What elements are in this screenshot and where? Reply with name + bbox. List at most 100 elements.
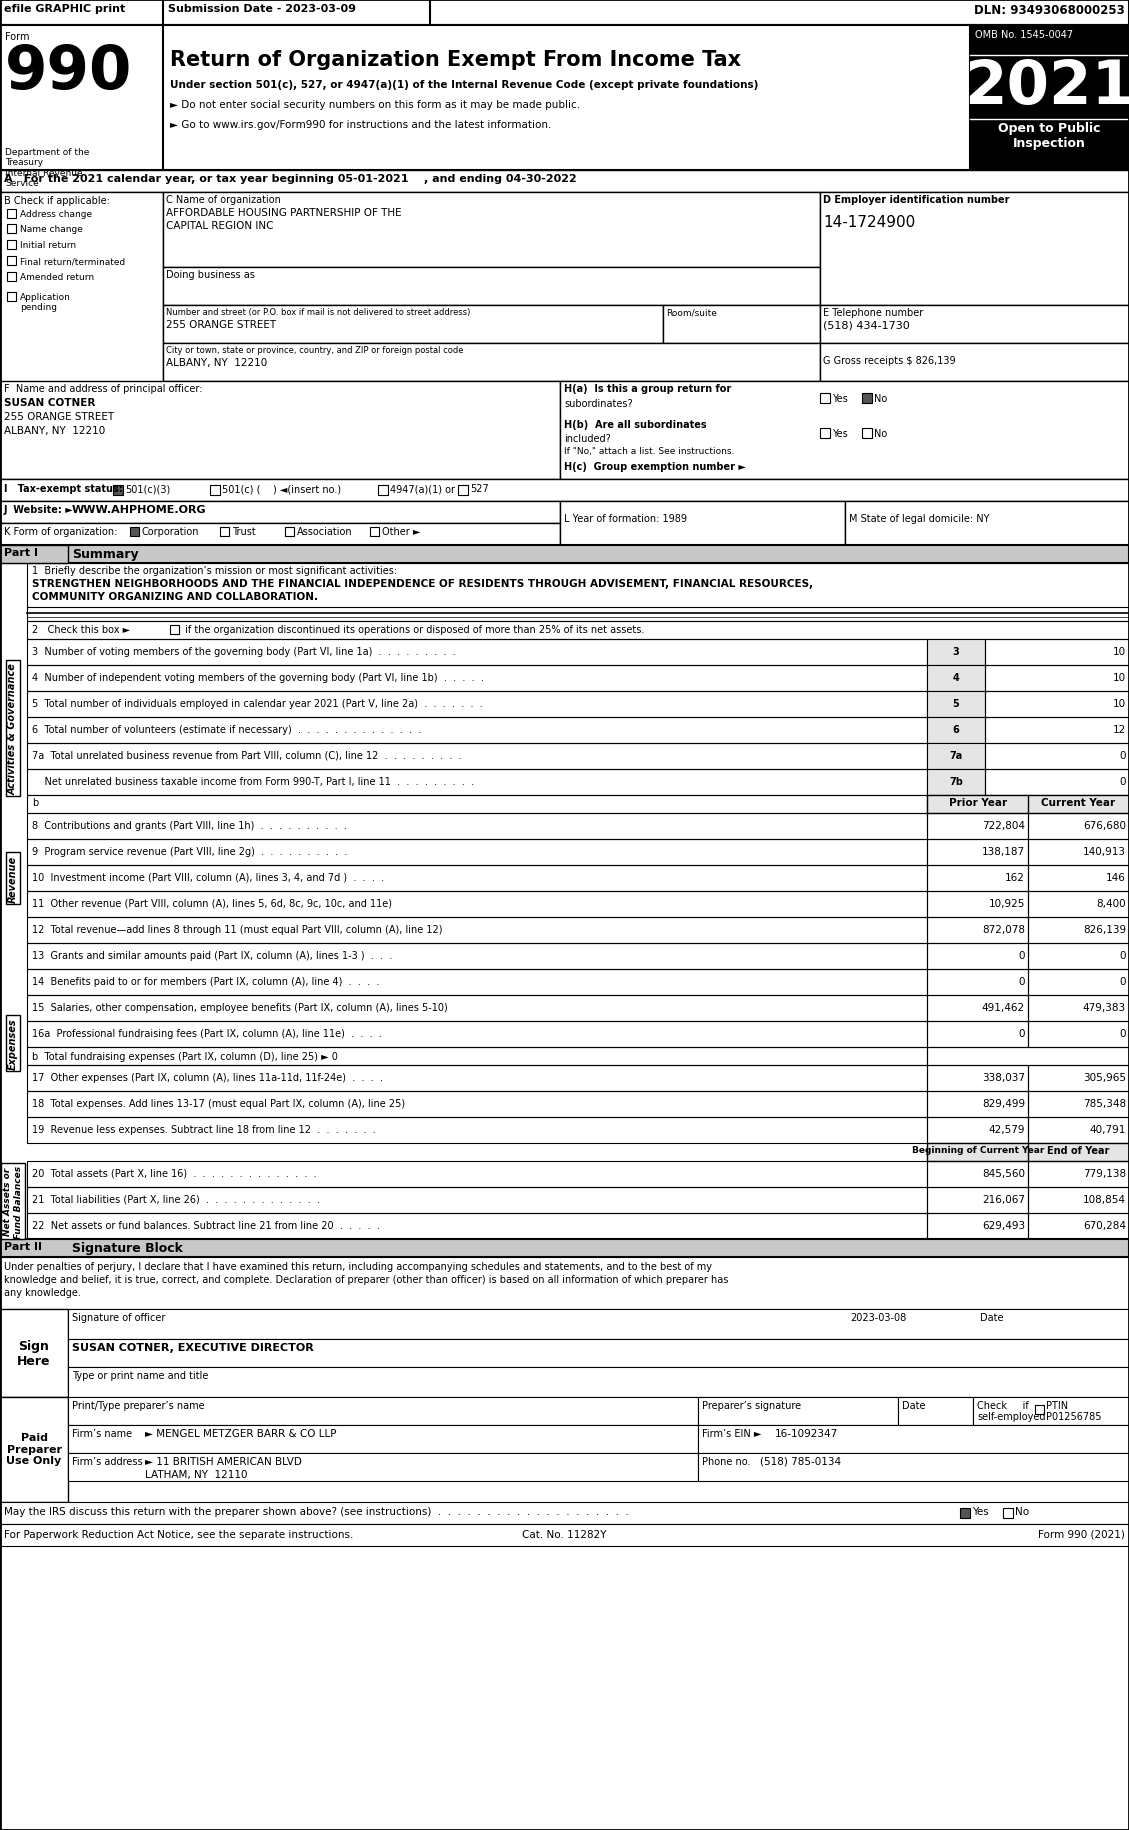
Bar xyxy=(1029,814,1129,840)
Text: 216,067: 216,067 xyxy=(982,1195,1025,1204)
Text: included?: included? xyxy=(564,434,611,443)
Bar xyxy=(927,1213,1029,1239)
Bar xyxy=(0,382,560,479)
Text: K Form of organization:: K Form of organization: xyxy=(5,527,117,536)
Bar xyxy=(927,944,1029,970)
Text: b  Total fundraising expenses (Part IX, column (D), line 25) ► 0: b Total fundraising expenses (Part IX, c… xyxy=(32,1052,338,1061)
Text: (518) 785-0134: (518) 785-0134 xyxy=(760,1457,841,1466)
Text: 670,284: 670,284 xyxy=(1083,1221,1126,1230)
Text: A For the 2021 calendar year, or tax year beginning 05-01-2021    , and ending 0: A For the 2021 calendar year, or tax yea… xyxy=(5,174,577,183)
Bar xyxy=(68,1308,1129,1340)
Text: Under section 501(c), 527, or 4947(a)(1) of the Internal Revenue Code (except pr: Under section 501(c), 527, or 4947(a)(1)… xyxy=(170,81,759,90)
Text: 629,493: 629,493 xyxy=(982,1221,1025,1230)
Bar xyxy=(984,666,1129,692)
Text: 0: 0 xyxy=(1120,1028,1126,1038)
Text: 0: 0 xyxy=(1120,776,1126,787)
Bar xyxy=(0,170,1129,192)
Text: 7a  Total unrelated business revenue from Part VIII, column (C), line 12  .  .  : 7a Total unrelated business revenue from… xyxy=(32,750,462,761)
Text: 140,913: 140,913 xyxy=(1083,847,1126,856)
Bar xyxy=(1029,1213,1129,1239)
Bar xyxy=(1003,1508,1013,1519)
Text: 5: 5 xyxy=(953,699,960,708)
Bar xyxy=(927,970,1029,996)
Bar xyxy=(7,225,16,234)
Text: Number and street (or P.O. box if mail is not delivered to street address): Number and street (or P.O. box if mail i… xyxy=(166,307,471,317)
Text: May the IRS discuss this return with the preparer shown above? (see instructions: May the IRS discuss this return with the… xyxy=(5,1506,629,1517)
Bar xyxy=(68,1340,1129,1367)
Bar xyxy=(27,796,927,814)
Text: SUSAN COTNER, EXECUTIVE DIRECTOR: SUSAN COTNER, EXECUTIVE DIRECTOR xyxy=(72,1341,314,1352)
Bar xyxy=(27,917,927,944)
Text: Department of the
Treasury
Internal Revenue
Service: Department of the Treasury Internal Reve… xyxy=(5,148,89,188)
Bar xyxy=(927,1065,1029,1091)
Text: 14-1724900: 14-1724900 xyxy=(823,214,916,231)
Text: (518) 434-1730: (518) 434-1730 xyxy=(823,320,910,329)
Bar xyxy=(163,306,663,344)
Text: C Name of organization: C Name of organization xyxy=(166,194,281,205)
Text: Part I: Part I xyxy=(5,547,38,558)
Bar xyxy=(1029,996,1129,1021)
Bar xyxy=(0,479,1129,501)
Bar xyxy=(0,1524,1129,1546)
Text: Prior Year: Prior Year xyxy=(949,798,1007,807)
Bar xyxy=(1029,1188,1129,1213)
Bar xyxy=(130,527,139,536)
Bar xyxy=(1035,1405,1044,1415)
Bar xyxy=(984,640,1129,666)
Text: 22  Net assets or fund balances. Subtract line 21 from line 20  .  .  .  .  .: 22 Net assets or fund balances. Subtract… xyxy=(32,1221,379,1230)
Text: 255 ORANGE STREET: 255 ORANGE STREET xyxy=(166,320,277,329)
Bar xyxy=(927,1188,1029,1213)
Text: Trust: Trust xyxy=(231,527,256,536)
Bar xyxy=(927,666,984,692)
Text: Phone no.: Phone no. xyxy=(702,1457,751,1466)
Text: 108,854: 108,854 xyxy=(1083,1195,1126,1204)
Bar xyxy=(68,1453,698,1480)
Bar xyxy=(27,717,927,743)
Text: B Check if applicable:: B Check if applicable: xyxy=(5,196,110,207)
Text: 162: 162 xyxy=(1005,873,1025,882)
Bar xyxy=(960,1508,970,1519)
Text: Paid
Preparer
Use Only: Paid Preparer Use Only xyxy=(7,1433,62,1466)
Text: knowledge and belief, it is true, correct, and complete. Declaration of preparer: knowledge and belief, it is true, correc… xyxy=(5,1274,728,1285)
Bar xyxy=(0,1239,1129,1257)
Text: 829,499: 829,499 xyxy=(982,1098,1025,1109)
Text: 40,791: 40,791 xyxy=(1089,1124,1126,1135)
Text: 4  Number of independent voting members of the governing body (Part VI, line 1b): 4 Number of independent voting members o… xyxy=(32,673,484,683)
Bar xyxy=(1029,891,1129,917)
Bar xyxy=(0,26,1129,170)
Bar xyxy=(1029,840,1129,866)
Text: Expenses: Expenses xyxy=(8,1017,18,1069)
Text: Other ►: Other ► xyxy=(382,527,420,536)
Bar xyxy=(927,891,1029,917)
Bar xyxy=(0,1308,68,1398)
Bar xyxy=(973,1398,1129,1426)
Bar xyxy=(984,743,1129,770)
Text: If "No," attach a list. See instructions.: If "No," attach a list. See instructions… xyxy=(564,447,734,456)
Text: OMB No. 1545-0047: OMB No. 1545-0047 xyxy=(975,29,1074,40)
Bar xyxy=(1029,1065,1129,1091)
Text: 42,579: 42,579 xyxy=(989,1124,1025,1135)
Bar xyxy=(0,545,1129,564)
Bar xyxy=(458,485,469,496)
Text: 21  Total liabilities (Part X, line 26)  .  .  .  .  .  .  .  .  .  .  .  .  .: 21 Total liabilities (Part X, line 26) .… xyxy=(32,1195,320,1204)
Text: 146: 146 xyxy=(1106,873,1126,882)
Text: Print/Type preparer’s name: Print/Type preparer’s name xyxy=(72,1400,204,1411)
Text: 2   Check this box ►: 2 Check this box ► xyxy=(32,624,130,635)
Text: 10: 10 xyxy=(1113,673,1126,683)
Text: Corporation: Corporation xyxy=(142,527,200,536)
Bar xyxy=(0,1502,1129,1524)
Bar xyxy=(927,1021,1029,1047)
Bar xyxy=(560,382,1129,479)
Bar xyxy=(113,485,123,496)
Text: Doing business as: Doing business as xyxy=(166,269,255,280)
Text: Date: Date xyxy=(980,1312,1004,1323)
Text: Signature of officer: Signature of officer xyxy=(72,1312,165,1323)
Bar xyxy=(820,306,1129,344)
Bar xyxy=(27,1213,927,1239)
Bar xyxy=(0,1398,68,1502)
Text: 4947(a)(1) or: 4947(a)(1) or xyxy=(390,483,455,494)
Text: PTIN: PTIN xyxy=(1045,1400,1068,1411)
Bar xyxy=(560,501,844,545)
Text: 0: 0 xyxy=(1120,977,1126,986)
Text: 2023-03-08: 2023-03-08 xyxy=(850,1312,907,1323)
